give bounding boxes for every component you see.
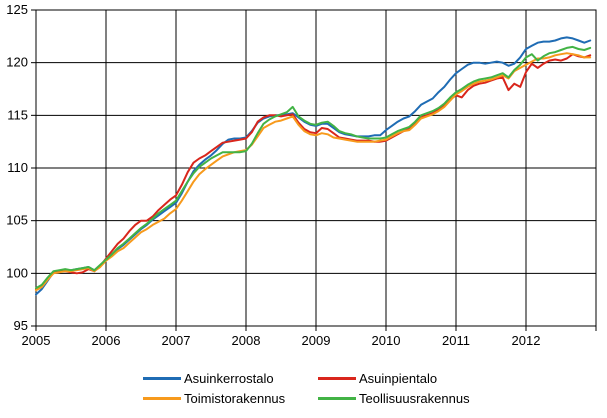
- y-tick-label: 95: [14, 318, 28, 333]
- legend-label: Teollisuusrakennus: [359, 390, 470, 406]
- legend-label: Asuinpientalo: [359, 370, 438, 386]
- legend-item-toimistorakennus: Toimistorakennus: [143, 390, 286, 406]
- x-tick-label: 2009: [302, 333, 331, 348]
- y-tick-label: 120: [6, 55, 28, 70]
- x-tick-label: 2012: [512, 333, 541, 348]
- y-tick-label: 110: [7, 160, 28, 175]
- legend-line-swatch-blue: [143, 376, 181, 380]
- series-line-teollisuusrakennus: [35, 45, 592, 290]
- legend-line-swatch-red: [318, 376, 356, 380]
- plot-area: 95 100 105 110 115 120 125 2005 2006 2007 2008 2009…: [6, 2, 597, 348]
- legend-label: Asuinkerrostalo: [184, 370, 274, 386]
- legend-line-swatch-orange: [143, 396, 181, 400]
- x-tick-label: 2011: [442, 333, 470, 348]
- y-tick-label: 115: [7, 107, 28, 122]
- series-line-asuinpientalo: [35, 53, 592, 291]
- legend-label: Toimistorakennus: [184, 390, 286, 406]
- legend-line-swatch-green: [318, 396, 356, 400]
- legend-item-teollisuusrakennus: Teollisuusrakennus: [318, 390, 470, 406]
- y-tick-label: 105: [6, 213, 28, 228]
- x-tick-label: 2005: [22, 333, 51, 348]
- x-tick-label: 2008: [232, 333, 261, 348]
- legend-item-asuinkerrostalo: Asuinkerrostalo: [143, 370, 274, 386]
- x-tick-label: 2010: [372, 333, 401, 348]
- x-tick-label: 2007: [162, 333, 191, 348]
- series-line-toimistorakennus: [35, 52, 592, 292]
- plot-frame: [35, 9, 597, 327]
- x-tick-label: 2006: [92, 333, 121, 348]
- y-tick-label: 125: [6, 2, 28, 17]
- legend-item-asuinpientalo: Asuinpientalo: [318, 370, 438, 386]
- y-tick-label: 100: [6, 265, 28, 280]
